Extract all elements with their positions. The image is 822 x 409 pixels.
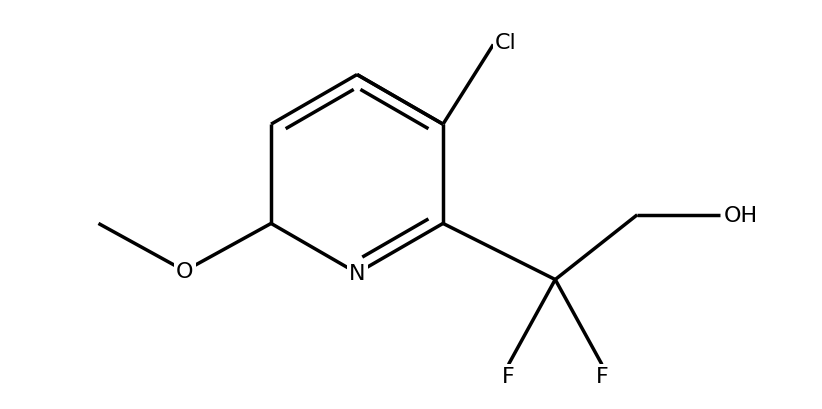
Text: OH: OH [723,205,758,225]
Text: F: F [501,366,514,386]
Text: N: N [349,263,365,283]
Text: O: O [176,261,193,281]
Text: F: F [596,366,609,386]
Text: Cl: Cl [495,33,516,53]
